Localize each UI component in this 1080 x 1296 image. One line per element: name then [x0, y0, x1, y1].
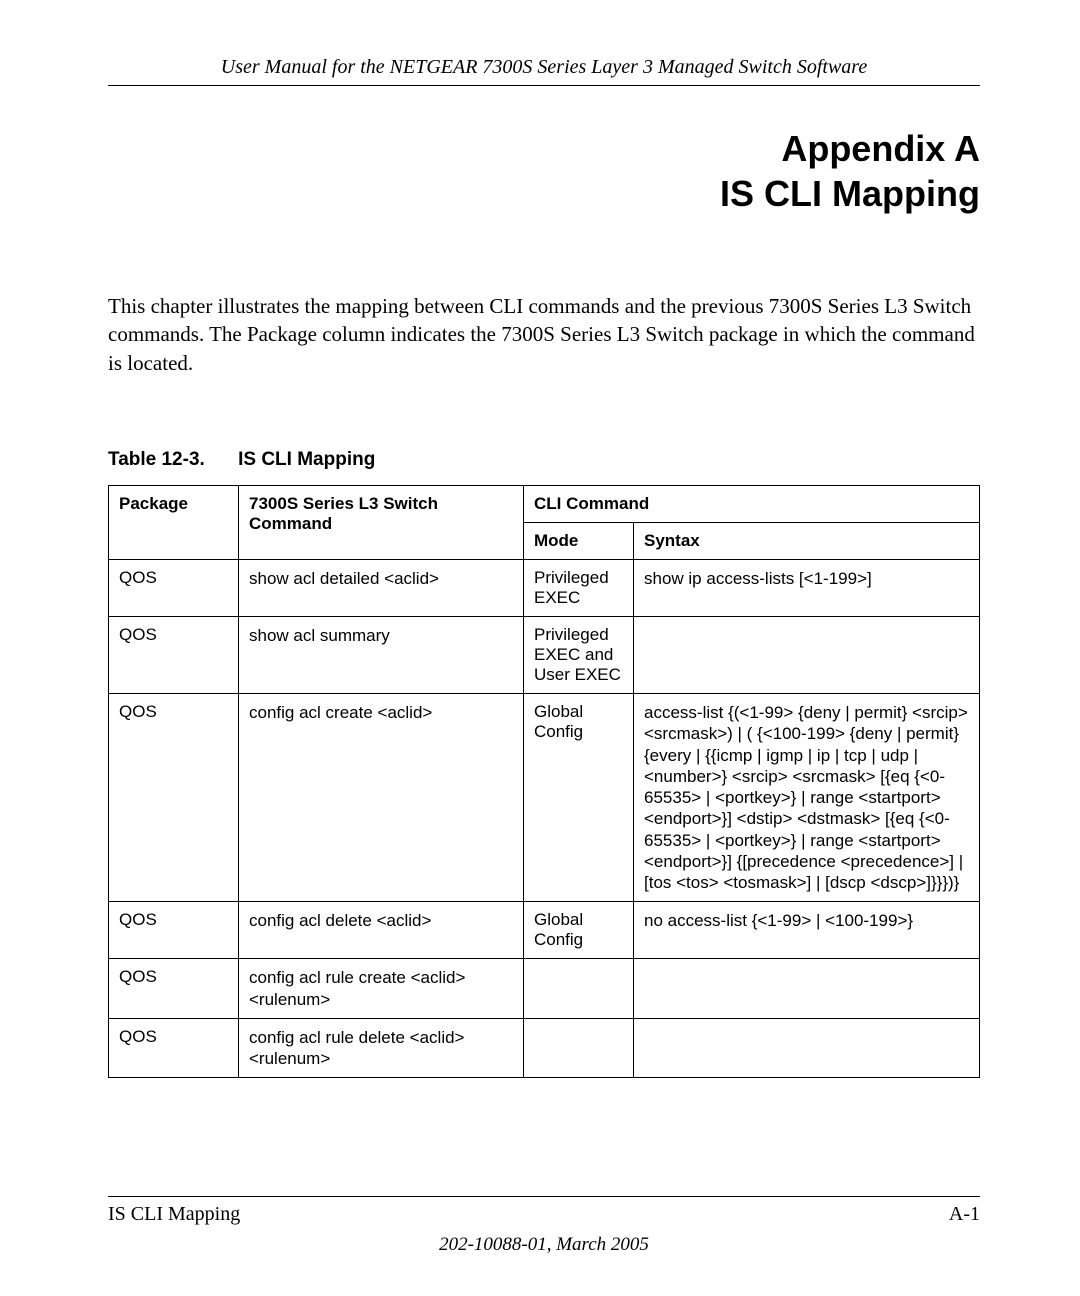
footer-docid: 202-10088-01, March 2005: [108, 1234, 980, 1256]
cell-syntax: access-list {(<1-99> {deny | permit} <sr…: [634, 694, 980, 902]
appendix-name: IS CLI Mapping: [108, 171, 980, 216]
col-header-switch-cmd: 7300S Series L3 Switch Command: [239, 486, 524, 560]
cell-cmd: config acl create <aclid>: [239, 694, 524, 902]
cell-mode: [524, 959, 634, 1019]
footer-left: IS CLI Mapping: [108, 1203, 240, 1226]
table-row: QOS show acl summary Privileged EXEC and…: [109, 617, 980, 694]
footer-line: IS CLI Mapping A-1: [108, 1196, 980, 1226]
col-header-syntax: Syntax: [634, 523, 980, 560]
cell-package: QOS: [109, 1018, 239, 1078]
cell-mode: Privileged EXEC: [524, 560, 634, 617]
cell-mode: [524, 1018, 634, 1078]
cell-mode: Global Config: [524, 694, 634, 902]
cell-cmd: config acl rule create <aclid> <rulenum>: [239, 959, 524, 1019]
table-caption: Table 12-3. IS CLI Mapping: [108, 449, 980, 471]
appendix-number: Appendix A: [108, 126, 980, 171]
table-header-row-1: Package 7300S Series L3 Switch Command C…: [109, 486, 980, 523]
table-row: QOS config acl create <aclid> Global Con…: [109, 694, 980, 902]
table-title: IS CLI Mapping: [238, 449, 375, 470]
cell-mode: Privileged EXEC and User EXEC: [524, 617, 634, 694]
cell-package: QOS: [109, 959, 239, 1019]
cell-cmd: config acl rule delete <aclid> <rulenum>: [239, 1018, 524, 1078]
col-header-mode: Mode: [524, 523, 634, 560]
page-footer: IS CLI Mapping A-1 202-10088-01, March 2…: [108, 1196, 980, 1256]
cell-syntax: [634, 959, 980, 1019]
table-row: QOS config acl rule delete <aclid> <rule…: [109, 1018, 980, 1078]
cell-mode: Global Config: [524, 902, 634, 959]
cell-cmd: show acl summary: [239, 617, 524, 694]
cell-syntax: no access-list {<1-99> | <100-199>}: [634, 902, 980, 959]
cli-mapping-table: Package 7300S Series L3 Switch Command C…: [108, 485, 980, 1078]
cell-package: QOS: [109, 617, 239, 694]
col-header-cli-command: CLI Command: [524, 486, 980, 523]
cell-cmd: show acl detailed <aclid>: [239, 560, 524, 617]
table-number: Table 12-3.: [108, 449, 205, 471]
col-header-package: Package: [109, 486, 239, 560]
intro-paragraph: This chapter illustrates the mapping bet…: [108, 292, 980, 377]
cell-package: QOS: [109, 902, 239, 959]
cell-package: QOS: [109, 560, 239, 617]
manual-header: User Manual for the NETGEAR 7300S Series…: [108, 56, 980, 86]
cell-syntax: [634, 1018, 980, 1078]
cell-syntax: show ip access-lists [<1-199>]: [634, 560, 980, 617]
footer-right: A-1: [949, 1203, 980, 1226]
appendix-heading: Appendix A IS CLI Mapping: [108, 126, 980, 216]
cell-syntax: [634, 617, 980, 694]
table-row: QOS config acl rule create <aclid> <rule…: [109, 959, 980, 1019]
cell-package: QOS: [109, 694, 239, 902]
table-row: QOS show acl detailed <aclid> Privileged…: [109, 560, 980, 617]
cell-cmd: config acl delete <aclid>: [239, 902, 524, 959]
table-row: QOS config acl delete <aclid> Global Con…: [109, 902, 980, 959]
